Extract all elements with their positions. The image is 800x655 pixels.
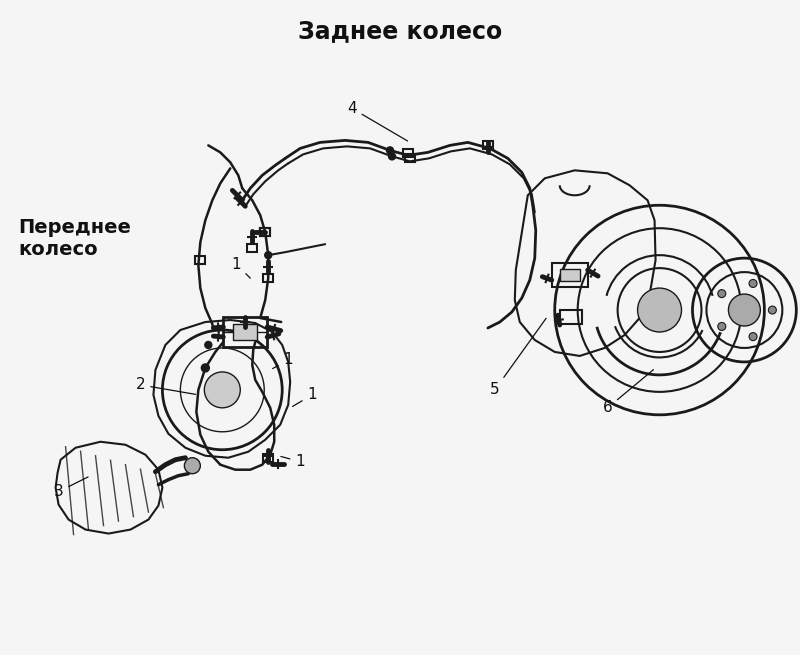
Circle shape: [718, 322, 726, 331]
Text: 1: 1: [293, 387, 317, 406]
Text: 3: 3: [54, 477, 88, 499]
Bar: [247, 244, 258, 252]
Bar: [195, 256, 206, 264]
Circle shape: [205, 341, 212, 348]
Circle shape: [389, 153, 395, 160]
Bar: [223, 317, 267, 347]
Text: 5: 5: [490, 318, 546, 398]
Circle shape: [768, 306, 776, 314]
Circle shape: [265, 252, 272, 259]
Bar: [260, 228, 270, 236]
Bar: [234, 324, 258, 340]
Text: 1: 1: [231, 257, 250, 278]
Circle shape: [386, 147, 394, 154]
Text: 1: 1: [273, 352, 293, 369]
Bar: [263, 454, 274, 462]
Text: 1: 1: [281, 454, 305, 469]
Text: 4: 4: [347, 101, 407, 141]
Bar: [560, 269, 580, 281]
Circle shape: [749, 333, 757, 341]
Bar: [560, 310, 582, 324]
Bar: [403, 149, 413, 157]
Bar: [260, 228, 270, 236]
Circle shape: [718, 290, 726, 297]
Circle shape: [184, 458, 200, 474]
Bar: [483, 141, 493, 149]
Text: 6: 6: [602, 369, 654, 415]
Circle shape: [204, 372, 240, 408]
Bar: [405, 155, 415, 162]
Text: Переднее
колесо: Переднее колесо: [18, 218, 131, 259]
Circle shape: [202, 364, 210, 372]
Text: 2: 2: [136, 377, 196, 394]
Bar: [263, 274, 274, 282]
Circle shape: [638, 288, 682, 332]
Text: Заднее колесо: Заднее колесо: [298, 18, 502, 43]
Circle shape: [749, 280, 757, 288]
Circle shape: [729, 294, 760, 326]
Bar: [552, 263, 588, 287]
